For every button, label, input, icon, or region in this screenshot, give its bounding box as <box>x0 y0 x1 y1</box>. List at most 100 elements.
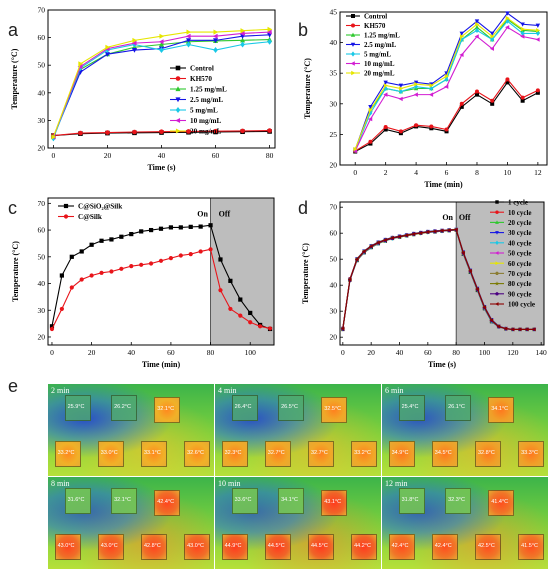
panel-letter-e: e <box>8 376 19 396</box>
data-point <box>186 129 191 134</box>
data-point <box>129 231 134 237</box>
data-point <box>104 52 110 57</box>
legend-item: 20 mg/mL <box>170 128 222 136</box>
data-point <box>139 229 144 234</box>
data-point <box>267 128 272 133</box>
data-point <box>89 273 94 278</box>
sample-pad <box>488 489 515 516</box>
x-tick-label: 60 <box>212 151 220 160</box>
chart-a: 0 20 40 60 80 20 30 40 50 60 70 Time (s) Temperature… <box>10 6 276 172</box>
data-point <box>411 232 416 236</box>
legend-item: C@Silk <box>58 213 102 221</box>
data-point <box>188 252 193 257</box>
data-point <box>228 278 233 283</box>
y-tick-label: 70 <box>38 6 46 15</box>
data-point <box>139 262 144 267</box>
legend-label: 20 mg/mL <box>364 70 395 78</box>
data-point <box>159 33 165 39</box>
legend-marker <box>175 86 181 92</box>
sample-pad <box>221 441 248 468</box>
data-point <box>505 77 510 82</box>
data-point <box>429 83 434 88</box>
legend-marker <box>351 70 356 76</box>
legend-label: 10 cycle <box>508 209 532 217</box>
data-point <box>105 44 111 50</box>
legend-item: 10 mg/mL <box>346 60 395 68</box>
sample-pad <box>474 534 501 561</box>
data-point <box>368 139 373 144</box>
x-tick-label: 100 <box>245 348 257 357</box>
pad-temperature: 25.9°C <box>67 404 85 411</box>
data-point <box>398 96 403 102</box>
sample-pad <box>388 441 415 468</box>
legend-label: 50 cycle <box>508 250 532 258</box>
data-point <box>77 64 83 70</box>
data-point <box>383 83 389 88</box>
data-point <box>490 34 495 39</box>
legend-marker <box>495 220 499 224</box>
legend-label: 10 mg/mL <box>364 60 395 68</box>
legend-item: Control <box>170 65 214 73</box>
y-tick-label: 50 <box>330 255 338 264</box>
data-point <box>536 28 541 33</box>
data-point <box>418 231 423 235</box>
sample-pad <box>111 395 138 422</box>
legend-marker <box>495 200 499 204</box>
thermal-time-label: 4 min <box>218 386 237 395</box>
x-tick-label: 20 <box>104 151 112 160</box>
data-point <box>158 39 164 45</box>
pad-temperature: 42.4°C <box>391 543 409 550</box>
pad-temperature: 41.5°C <box>521 543 538 550</box>
sample-pad <box>140 534 167 561</box>
data-point <box>131 47 138 53</box>
thermal-frame: 4 min 26.4°C 26.5°C 32.5°C 32.3°C 32.7°C 32.7°… <box>215 384 381 476</box>
sample-pad <box>184 441 211 468</box>
y-tick-label: 35 <box>330 69 338 78</box>
sample-pad <box>488 396 515 423</box>
y-axis-label: Temperature (°C) <box>301 243 310 304</box>
thermal-frame: 8 min 31.6°C 32.1°C 42.4°C 43.0°C 43.0°C 42.8°… <box>48 477 214 569</box>
data-point <box>213 128 218 134</box>
pad-temperature: 33.0°C <box>100 450 118 457</box>
data-point <box>340 326 345 331</box>
data-point <box>444 127 449 132</box>
legend-item: KH570 <box>346 22 386 30</box>
sample-pad <box>431 534 458 561</box>
x-tick-label: 80 <box>207 348 215 357</box>
x-tick-label: 8 <box>475 168 479 177</box>
data-point <box>178 253 183 258</box>
series-10-mg-ml <box>352 25 540 154</box>
series-5-mg-ml <box>353 18 540 153</box>
data-point <box>505 80 510 85</box>
legend-label: Control <box>190 65 214 73</box>
sample-pad <box>97 441 124 468</box>
legend-marker <box>495 271 499 276</box>
x-tick-label: 2 <box>384 168 388 177</box>
x-tick-label: 80 <box>266 151 274 160</box>
data-point <box>109 237 114 242</box>
y-tick-label: 30 <box>330 99 338 108</box>
x-tick-label: 60 <box>424 348 432 357</box>
legend-label: 2.5 mg/mL <box>190 96 223 104</box>
legend-marker <box>351 14 355 18</box>
data-point <box>447 228 451 232</box>
legend-label: Control <box>364 13 387 21</box>
data-point <box>78 130 83 136</box>
data-point <box>496 324 501 329</box>
pad-temperature: 33.3°C <box>521 450 538 457</box>
legend-label: 5 mg/mL <box>364 51 391 59</box>
legend-label: 2.5 mg/mL <box>364 41 397 49</box>
legend-marker <box>495 240 499 246</box>
data-point <box>51 134 57 140</box>
data-point <box>213 47 218 54</box>
pad-temperature: 26.5°C <box>281 404 298 411</box>
data-point <box>524 327 529 332</box>
x-tick-label: 0 <box>353 168 357 177</box>
y-tick-label: 20 <box>330 161 338 170</box>
data-point <box>148 261 154 266</box>
x-tick-label: 40 <box>128 348 136 357</box>
sample-pad <box>231 488 258 515</box>
thermal-time-label: 8 min <box>51 479 70 488</box>
data-point <box>505 11 510 16</box>
data-point <box>353 146 358 152</box>
